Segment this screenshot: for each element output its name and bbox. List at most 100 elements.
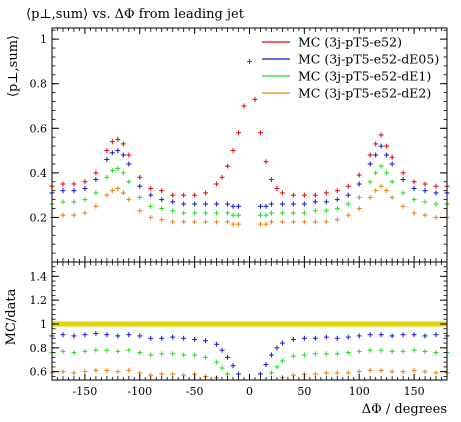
ratio-point-s1-31 xyxy=(400,348,406,354)
ratio-point-s0-29 xyxy=(334,335,340,341)
ratio-point-s0-28 xyxy=(323,334,329,340)
main-point-s0-20 xyxy=(230,148,236,154)
ratio-point-s0-23 xyxy=(274,345,280,351)
main-point-s1-29 xyxy=(334,197,340,203)
main-point-s0-43 xyxy=(411,179,417,185)
main-point-s3-39 xyxy=(422,212,428,218)
ratio-point-s2-28 xyxy=(411,367,417,373)
main-point-s3-10 xyxy=(137,208,143,214)
ratio-ytick-label-2: 1 xyxy=(40,318,47,331)
ratio-point-s0-25 xyxy=(290,336,296,342)
ratio-point-s0-17 xyxy=(225,354,231,360)
ratio-point-s0-5 xyxy=(104,332,110,338)
main-point-s0-25 xyxy=(257,130,263,136)
main-point-s0-13 xyxy=(170,192,176,198)
ratio-point-s0-35 xyxy=(400,332,406,338)
main-point-s3-11 xyxy=(148,214,154,220)
main-point-s1-5 xyxy=(104,156,110,162)
ratio-point-s0-9 xyxy=(148,335,154,341)
ratio-point-s0-8 xyxy=(137,333,143,339)
legend-label-2: MC (3j-pT5-e52-dE1) xyxy=(298,69,431,84)
main-point-s1-20 xyxy=(236,203,242,209)
ratio-point-s0-36 xyxy=(411,332,417,338)
main-point-s2-15 xyxy=(192,210,198,216)
ratio-point-s2-25 xyxy=(378,367,384,373)
main-point-s3-18 xyxy=(225,219,231,225)
main-point-s2-2 xyxy=(71,199,77,205)
main-point-s1-34 xyxy=(378,143,384,149)
main-point-s2-19 xyxy=(230,212,236,218)
main-point-s2-7 xyxy=(115,165,121,171)
ratio-point-s2-23 xyxy=(356,369,362,375)
main-point-s2-40 xyxy=(433,201,439,207)
ratio-point-s0-12 xyxy=(181,335,187,341)
main-point-s3-13 xyxy=(170,219,176,225)
ratio-ylabel: MC/data xyxy=(4,288,19,345)
legend-label-3: MC (3j-pT5-e52-dE2) xyxy=(298,86,431,101)
ratio-point-s1-10 xyxy=(159,351,165,357)
main-point-s0-19 xyxy=(225,163,231,169)
main-point-s0-9 xyxy=(126,152,132,158)
ratio-point-s0-26 xyxy=(301,335,307,341)
main-point-s0-7 xyxy=(115,136,121,142)
legend-label-0: MC (3j-pT5-e52) xyxy=(298,35,402,50)
ratio-point-s1-30 xyxy=(389,348,395,354)
legend-label-1: MC (3j-pT5-e52-dE05) xyxy=(298,52,439,67)
main-point-s3-23 xyxy=(268,219,274,225)
main-point-s3-29 xyxy=(334,217,340,223)
main-point-s3-5 xyxy=(104,192,110,198)
main-point-s1-30 xyxy=(345,192,351,198)
main-point-s2-20 xyxy=(236,212,242,218)
main-point-s0-6 xyxy=(109,139,115,145)
legend-item-1: MC (3j-pT5-e52-dE05) xyxy=(262,52,439,67)
main-point-s0-41 xyxy=(389,154,395,160)
main-point-s0-21 xyxy=(236,130,242,136)
legend-item-2: MC (3j-pT5-e52-dE1) xyxy=(262,69,431,84)
main-point-s1-1 xyxy=(60,188,66,194)
ratio-point-s0-1 xyxy=(60,332,66,338)
ratio-point-s1-24 xyxy=(323,351,329,357)
main-point-s2-26 xyxy=(301,210,307,216)
main-point-s2-10 xyxy=(137,194,143,200)
main-point-s0-27 xyxy=(268,177,274,183)
main-point-s3-21 xyxy=(257,221,263,227)
main-point-s3-26 xyxy=(301,219,307,225)
ratio-point-s1-20 xyxy=(279,358,285,364)
ratio-point-s2-7 xyxy=(126,367,132,373)
main-point-s3-32 xyxy=(367,194,373,200)
main-point-s1-38 xyxy=(411,185,417,191)
main-point-s1-4 xyxy=(93,177,99,183)
main-point-s2-5 xyxy=(104,174,110,180)
main-point-s3-1 xyxy=(60,212,66,218)
main-point-s1-15 xyxy=(192,201,198,207)
ratio-point-s1-12 xyxy=(181,352,187,358)
main-point-s3-25 xyxy=(290,219,296,225)
main-data-points xyxy=(49,58,450,227)
xlabel: ΔΦ / degrees xyxy=(362,402,447,417)
main-point-s1-37 xyxy=(400,177,406,183)
x-tick-label-6: 150 xyxy=(404,385,425,398)
main-ytick-label-0: 0.2 xyxy=(30,211,48,224)
main-point-s3-3 xyxy=(82,210,88,216)
ratio-point-s0-6 xyxy=(115,333,121,339)
ratio-point-s0-3 xyxy=(82,332,88,338)
ratio-point-s2-1 xyxy=(60,369,66,375)
main-point-s3-14 xyxy=(181,219,187,225)
ratio-point-s0-10 xyxy=(159,335,165,341)
main-point-s1-23 xyxy=(268,201,274,207)
main-point-s1-33 xyxy=(373,152,379,158)
main-point-s2-3 xyxy=(82,197,88,203)
reference-band xyxy=(52,321,447,327)
ratio-point-s2-27 xyxy=(400,369,406,375)
main-point-s2-12 xyxy=(159,206,165,212)
main-point-s3-9 xyxy=(126,197,132,203)
main-point-s2-34 xyxy=(378,163,384,169)
main-point-s3-17 xyxy=(214,219,220,225)
ratio-point-s1-34 xyxy=(433,350,439,356)
ratio-point-s1-27 xyxy=(356,348,362,354)
main-point-s0-1 xyxy=(60,181,66,187)
ratio-point-s1-19 xyxy=(274,364,280,370)
main-point-s2-8 xyxy=(120,170,126,176)
main-point-s1-40 xyxy=(433,190,439,196)
main-panel: 0.20.40.60.81 ⟨p⊥,sum⟩ MC (3j-pT5-e52)MC… xyxy=(6,27,450,263)
